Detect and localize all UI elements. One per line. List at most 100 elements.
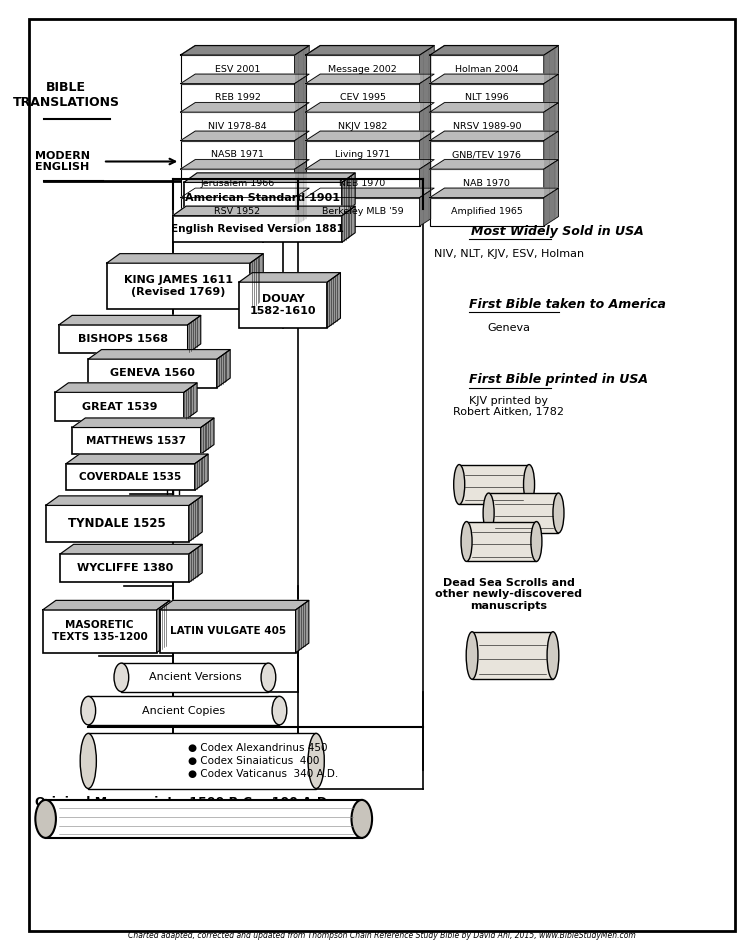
Polygon shape (239, 273, 340, 282)
Bar (488, 493, 559, 533)
Polygon shape (419, 160, 434, 198)
Bar (472, 632, 553, 679)
Ellipse shape (531, 522, 542, 561)
Polygon shape (430, 103, 559, 112)
Bar (305, 55, 419, 84)
Polygon shape (327, 273, 340, 328)
Polygon shape (544, 74, 559, 112)
Polygon shape (305, 46, 434, 55)
Ellipse shape (466, 632, 478, 679)
Bar (430, 198, 544, 226)
Bar (239, 282, 327, 328)
Polygon shape (544, 131, 559, 169)
Bar (88, 696, 280, 725)
Text: TYNDALE 1525: TYNDALE 1525 (68, 517, 166, 530)
Text: English Revised Version 1881: English Revised Version 1881 (171, 224, 344, 234)
Text: Berkeley MLB '59: Berkeley MLB '59 (322, 207, 404, 217)
Ellipse shape (483, 493, 494, 533)
Bar (181, 55, 295, 84)
Polygon shape (157, 600, 170, 653)
Text: ● Codex Vaticanus  340 A.D.: ● Codex Vaticanus 340 A.D. (188, 770, 338, 779)
Ellipse shape (81, 696, 96, 725)
Polygon shape (342, 206, 355, 242)
Polygon shape (56, 383, 197, 392)
Bar (181, 112, 295, 141)
Polygon shape (295, 103, 309, 141)
Bar (305, 198, 419, 226)
Polygon shape (305, 74, 434, 84)
Ellipse shape (524, 465, 535, 504)
Text: NKJV 1982: NKJV 1982 (338, 122, 387, 131)
Polygon shape (201, 418, 214, 454)
Ellipse shape (454, 465, 465, 504)
Polygon shape (181, 160, 309, 169)
Polygon shape (295, 131, 309, 169)
Text: BIBLE
TRANSLATIONS: BIBLE TRANSLATIONS (13, 81, 120, 109)
Text: RSV 1952: RSV 1952 (214, 207, 260, 217)
Text: Holman 2004: Holman 2004 (455, 65, 518, 74)
Polygon shape (106, 254, 263, 263)
Text: COVERDALE 1535: COVERDALE 1535 (80, 472, 182, 482)
Text: NRSV 1989-90: NRSV 1989-90 (452, 122, 521, 131)
Bar (181, 84, 295, 112)
Polygon shape (295, 188, 309, 226)
Polygon shape (305, 46, 434, 55)
Polygon shape (58, 315, 201, 325)
Polygon shape (88, 350, 230, 359)
Polygon shape (181, 131, 309, 141)
Text: LATIN VULGATE 405: LATIN VULGATE 405 (170, 626, 286, 637)
Polygon shape (430, 74, 559, 84)
Bar (160, 610, 296, 653)
Polygon shape (43, 600, 170, 610)
Text: Original Manuscripts  1500 B.C. – 100 A.D.: Original Manuscripts 1500 B.C. – 100 A.D… (35, 796, 332, 809)
Polygon shape (66, 454, 208, 464)
Bar (430, 169, 544, 198)
Text: DOUAY
1582-1610: DOUAY 1582-1610 (250, 294, 316, 315)
Polygon shape (181, 46, 309, 55)
Bar (184, 182, 342, 214)
Polygon shape (430, 160, 559, 169)
Bar (66, 464, 195, 490)
Bar (305, 112, 419, 141)
Ellipse shape (261, 663, 276, 692)
Polygon shape (217, 350, 230, 388)
Text: NAB 1970: NAB 1970 (464, 179, 510, 188)
Text: First Bible taken to America: First Bible taken to America (470, 297, 666, 311)
Bar (58, 325, 188, 353)
Bar (60, 554, 189, 582)
Text: GENEVA 1560: GENEVA 1560 (110, 369, 195, 378)
Bar (430, 55, 544, 84)
Polygon shape (189, 496, 202, 542)
Polygon shape (305, 131, 434, 141)
Ellipse shape (308, 733, 324, 788)
Text: Geneva: Geneva (488, 323, 530, 332)
Bar (122, 663, 268, 692)
Polygon shape (195, 454, 208, 490)
Text: WYCLIFFE 1380: WYCLIFFE 1380 (76, 563, 172, 573)
Text: GNB/TEV 1976: GNB/TEV 1976 (452, 150, 521, 160)
Bar (181, 141, 295, 169)
Polygon shape (430, 188, 559, 198)
Polygon shape (60, 544, 202, 554)
Text: Charted adapted, corrected and updated from Thompson Chain Reference Study Bible: Charted adapted, corrected and updated f… (128, 932, 636, 940)
Bar (106, 263, 250, 309)
Ellipse shape (35, 800, 56, 838)
Polygon shape (181, 103, 309, 112)
Polygon shape (544, 46, 559, 84)
Text: KING JAMES 1611
(Revised 1769): KING JAMES 1611 (Revised 1769) (124, 276, 232, 296)
Text: Jerusalem 1966: Jerusalem 1966 (200, 179, 274, 188)
Text: ESV 2001: ESV 2001 (214, 65, 260, 74)
Ellipse shape (547, 632, 559, 679)
Bar (46, 505, 189, 542)
Polygon shape (342, 173, 355, 214)
Polygon shape (544, 160, 559, 198)
Polygon shape (419, 103, 434, 141)
Polygon shape (46, 496, 203, 505)
Polygon shape (419, 74, 434, 112)
Text: NLT 1996: NLT 1996 (465, 93, 509, 103)
Polygon shape (188, 315, 201, 353)
Ellipse shape (461, 522, 472, 561)
Bar (46, 800, 362, 838)
Text: Most Widely Sold in USA: Most Widely Sold in USA (470, 225, 644, 238)
Polygon shape (181, 74, 309, 84)
